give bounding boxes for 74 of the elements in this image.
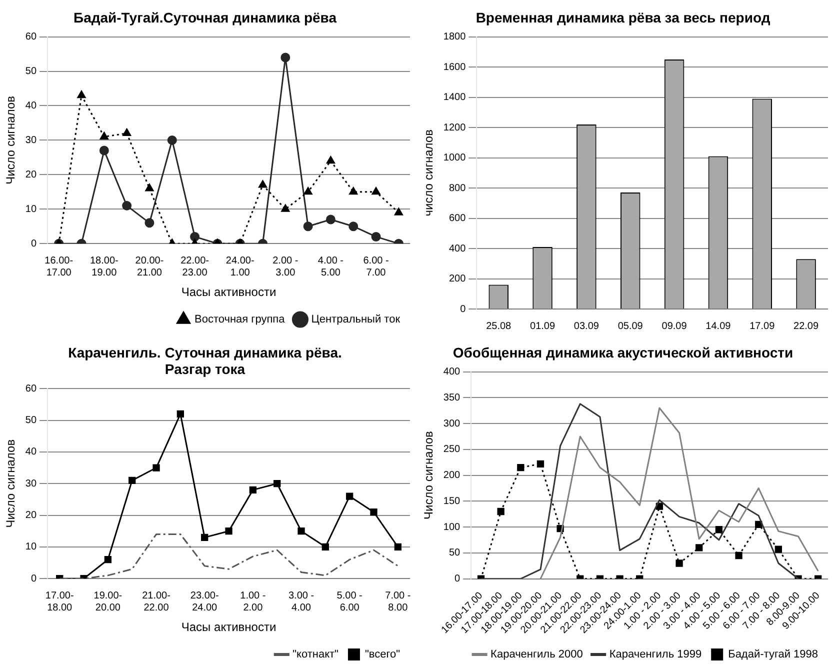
y-axis-title: Число сигналов [4,96,18,184]
y-tick-label: 30 [25,134,37,146]
chart-title: Временная динамика рёва за весь период [476,9,770,26]
y-tick-label: 1000 [443,152,466,164]
y-axis-title: Число сигналов [422,431,436,520]
x-tick-label: 4.00 - 5.00 [318,255,344,278]
legend-label: Восточная группа [194,314,286,326]
x-tick-label: 18.00-19.00 [90,255,118,278]
legend-label: "котнакт" [292,648,339,661]
y-tick-label: 200 [448,274,466,285]
x-tick-label: 17.09 [750,320,776,332]
x-tick-label: 23.00-24.00 [190,590,219,614]
y-tick-label: 60 [25,32,37,43]
y-tick-label: 150 [443,496,461,507]
legend-label: "всего" [364,648,400,661]
legend-label: Центральный ток [311,314,400,326]
y-tick-label: 1800 [443,32,466,43]
y-tick-label: 20 [25,510,37,522]
x-axis-title: Часы активности [181,285,276,300]
chart-title: Караченгиль. Суточная динамика рёва. Разгар тока [68,344,342,378]
legend-label: Караченгиль 2000 [490,648,583,661]
y-tick-label: 50 [448,548,461,559]
legend-label: Караченгиль 1999 [609,648,702,661]
y-tick-label: 1600 [443,62,466,73]
x-tick-label: 22.09 [794,320,819,332]
y-tick-label: 20 [25,169,37,180]
y-tick-label: 10 [25,542,37,553]
x-tick-label: 1.00 - 2.00 [240,590,266,614]
y-tick-label: 200 [443,470,461,482]
y-tick-label: 50 [25,66,37,78]
x-tick-label: 03.09 [574,320,600,332]
y-tick-label: 0 [454,574,461,585]
x-tick-label: 19.00-20.00 [94,590,122,614]
x-tick-label: 01.09 [530,320,556,332]
y-tick-label: 0 [30,573,37,584]
y-tick-label: 40 [25,446,37,458]
y-axis-title: число сигналов [422,130,436,216]
x-tick-label: 20.00-21.00 [135,255,164,278]
y-tick-label: 400 [443,366,461,378]
x-tick-label: 21.00-22.00 [142,590,170,614]
y-tick-label: 800 [448,182,466,194]
x-tick-label: 14.09 [706,320,732,332]
y-tick-label: 1200 [443,122,466,134]
y-tick-label: 250 [443,444,461,456]
y-tick-label: 1400 [443,92,466,104]
x-tick-label: 17.00-18.00 [45,590,74,614]
y-tick-label: 350 [443,392,461,404]
x-tick-label: 24.00-1.00 [226,255,254,278]
y-tick-label: 100 [443,522,461,533]
y-tick-label: 600 [448,213,466,224]
y-tick-label: 40 [25,100,37,112]
y-tick-label: 60 [25,383,37,394]
y-tick-label: 50 [25,415,37,426]
y-tick-label: 0 [30,238,37,250]
x-axis-title: Часы активности [181,620,276,634]
y-tick-label: 10 [25,204,37,215]
x-tick-label: 6.00 - 7.00 [363,255,389,278]
x-tick-label: 3.00 - 4.00 [288,590,314,614]
chart-title: Обобщенная динамика акустической активности [452,344,794,360]
x-tick-label: 22.00-23.00 [180,255,209,278]
y-axis-title: Число сигналов [4,439,18,528]
chart-title: Бадай-Тугай.Суточная динамика рёва [73,9,337,26]
y-tick-label: 400 [448,243,466,254]
x-tick-label: 25.08 [486,320,512,332]
x-tick-label: 05.09 [618,320,644,332]
x-tick-label: 2.00 - 3.00 [272,255,298,278]
legend-label: Бадай-тугай 1998 [728,648,818,661]
x-tick-label: 09.09 [662,320,688,332]
x-tick-label: 16.00-17.00 [44,255,74,278]
y-tick-label: 30 [25,478,37,490]
y-tick-label: 0 [460,304,466,315]
y-tick-label: 300 [443,418,461,430]
x-tick-label: 7.00 - 8.00 [385,590,411,614]
x-tick-label: 5.00 - 6.00 [336,590,362,614]
